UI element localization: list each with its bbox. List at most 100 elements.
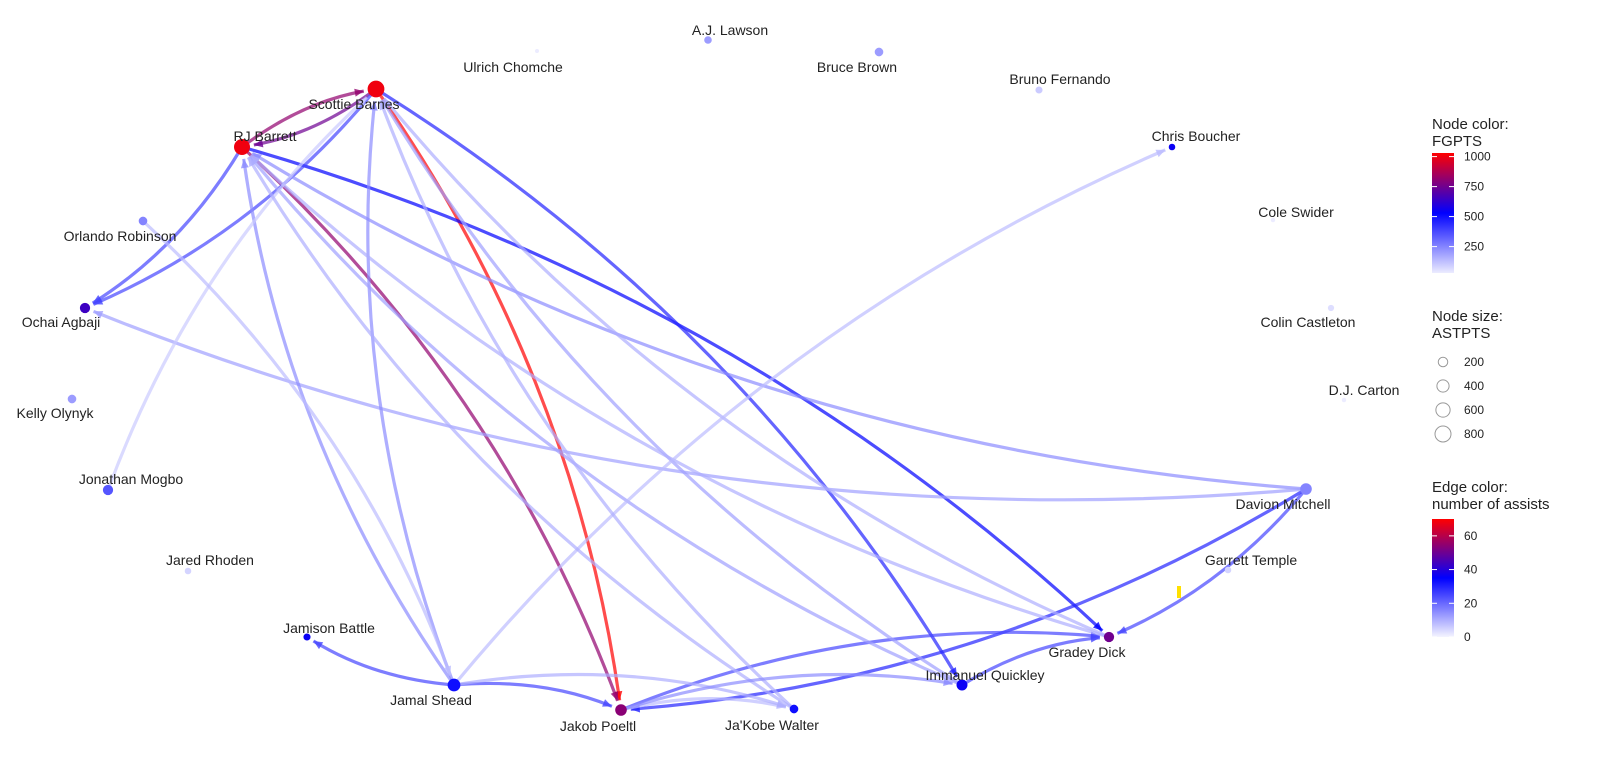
node-label: Bruce Brown <box>817 59 897 75</box>
edge-arrow <box>253 139 264 148</box>
node-label: Colin Castleton <box>1261 314 1356 330</box>
node <box>138 216 148 226</box>
node <box>1327 304 1335 312</box>
edge <box>251 151 1307 491</box>
node-label: Immanuel Quickley <box>925 667 1044 683</box>
legend-title: Node size: <box>1432 308 1503 325</box>
node <box>534 48 540 54</box>
edge-arrow <box>383 98 393 109</box>
edge-arrow <box>379 100 388 111</box>
node <box>704 36 712 44</box>
node <box>1103 631 1115 643</box>
node <box>1270 217 1276 223</box>
edge-arrow <box>93 311 104 319</box>
node <box>956 679 968 691</box>
node <box>102 484 114 496</box>
edge <box>106 96 368 491</box>
edge <box>253 87 377 147</box>
edge-arrow <box>250 155 261 165</box>
tick-label: 40 <box>1464 563 1478 577</box>
edge-arrow <box>602 699 612 707</box>
edge-arrow <box>1093 621 1103 631</box>
edge <box>381 98 963 687</box>
edge <box>620 672 953 712</box>
node-label: Orlando Robinson <box>64 228 177 244</box>
edge-arrow <box>1117 626 1128 634</box>
edge <box>620 696 787 712</box>
edge <box>241 145 1104 632</box>
node-label: Gradey Dick <box>1048 644 1126 660</box>
tick-label: 250 <box>1464 240 1484 254</box>
edge-arrow <box>93 297 104 305</box>
edge-arrow <box>949 667 958 677</box>
node-label: Davion Mitchell <box>1236 496 1331 512</box>
tick-label: 0 <box>1464 630 1471 644</box>
edge <box>91 146 244 305</box>
legend-title: Edge color: <box>1432 479 1508 496</box>
node-label: Chris Boucher <box>1152 128 1241 144</box>
node <box>1168 143 1176 151</box>
edge-arrow <box>1090 634 1100 643</box>
node-label: D.J. Carton <box>1329 382 1400 398</box>
node-label: Garrett Temple <box>1205 552 1298 568</box>
node <box>1300 483 1312 495</box>
edge-arrow <box>252 153 263 162</box>
edge <box>453 681 613 708</box>
tick-label: 600 <box>1464 403 1484 417</box>
edge <box>453 672 787 709</box>
node-label: A.J. Lawson <box>692 22 768 38</box>
edge <box>240 145 620 702</box>
node <box>615 704 627 716</box>
edge-arrow <box>354 88 364 97</box>
color-bar <box>1432 519 1454 637</box>
tick-label: 200 <box>1464 355 1484 369</box>
node-label: Cole Swider <box>1258 204 1334 220</box>
node-label: Ja'Kobe Walter <box>725 717 819 733</box>
size-key <box>1434 425 1452 443</box>
edge <box>1116 487 1308 635</box>
legend-title: ASTPTS <box>1432 325 1490 342</box>
edge <box>141 219 452 676</box>
edge <box>92 309 1307 502</box>
edge <box>378 100 796 711</box>
edge <box>241 89 365 149</box>
node <box>789 704 799 714</box>
tick-label: 800 <box>1464 427 1484 441</box>
node-label: Kelly Olynyk <box>16 405 94 421</box>
edge-arrow <box>943 678 953 686</box>
size-key <box>1435 402 1451 418</box>
node <box>303 633 311 641</box>
node-label: RJ Barrett <box>233 128 296 144</box>
edge <box>375 87 959 678</box>
edge-arrow <box>240 158 249 169</box>
edge-arrow <box>357 97 367 107</box>
node-label: Jared Rhoden <box>166 552 254 568</box>
node-label: Ochai Agbaji <box>22 314 101 330</box>
node <box>1035 86 1043 94</box>
node-label: Jakob Poeltl <box>560 718 636 734</box>
node <box>67 394 77 404</box>
size-key <box>1436 379 1450 393</box>
edge <box>374 88 622 701</box>
edge <box>242 158 456 686</box>
edge <box>620 630 1101 712</box>
tick-label: 500 <box>1464 210 1484 224</box>
tick-label: 400 <box>1464 379 1484 393</box>
color-bar <box>1432 153 1454 273</box>
marker <box>1177 586 1181 598</box>
node-label: Ulrich Chomche <box>463 59 563 75</box>
edge-arrow <box>1155 149 1166 158</box>
node <box>1341 397 1347 403</box>
edge-arrow <box>776 699 787 708</box>
edge <box>961 636 1101 687</box>
edge-arrow <box>248 157 257 168</box>
edge-arrow <box>313 640 324 650</box>
node <box>1224 566 1232 574</box>
edge <box>366 101 456 686</box>
edge-arrow <box>610 690 619 701</box>
node-label: Scottie Barnes <box>308 96 399 112</box>
tick-label: 1000 <box>1464 150 1491 164</box>
edge <box>249 154 1110 639</box>
node-label: Bruno Fernando <box>1009 71 1110 87</box>
